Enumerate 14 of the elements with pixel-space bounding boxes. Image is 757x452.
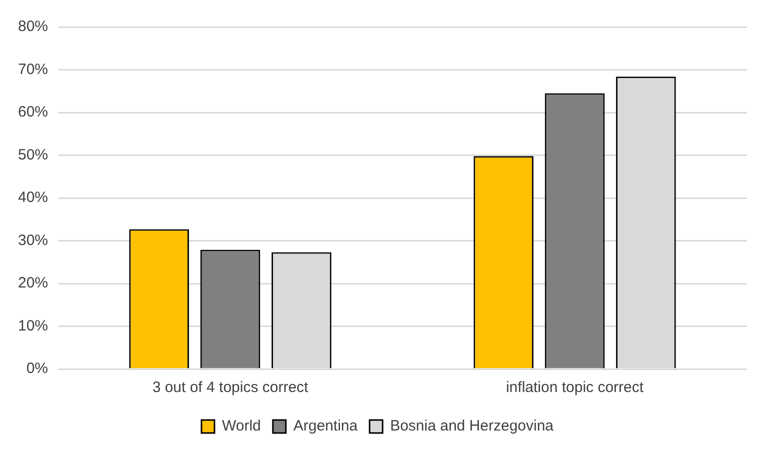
y-tick-label: 10% (18, 317, 48, 334)
y-tick-label: 80% (18, 18, 48, 36)
legend-label: Bosnia and Herzegovina (390, 418, 554, 435)
x-tick-label: 3 out of 4 topics correct (152, 379, 310, 396)
legend-label: World (222, 418, 261, 435)
y-tick-label: 40% (18, 189, 48, 206)
y-tick-label: 30% (18, 232, 48, 249)
y-tick-label: 50% (18, 146, 48, 164)
y-tick-label: 70% (18, 60, 48, 78)
legend-label: Argentina (293, 418, 358, 435)
x-tick-label: inflation topic correct (506, 379, 644, 396)
y-tick-label: 20% (18, 274, 48, 292)
y-tick-label: 60% (18, 104, 48, 121)
y-tick-label: 0% (26, 360, 48, 378)
